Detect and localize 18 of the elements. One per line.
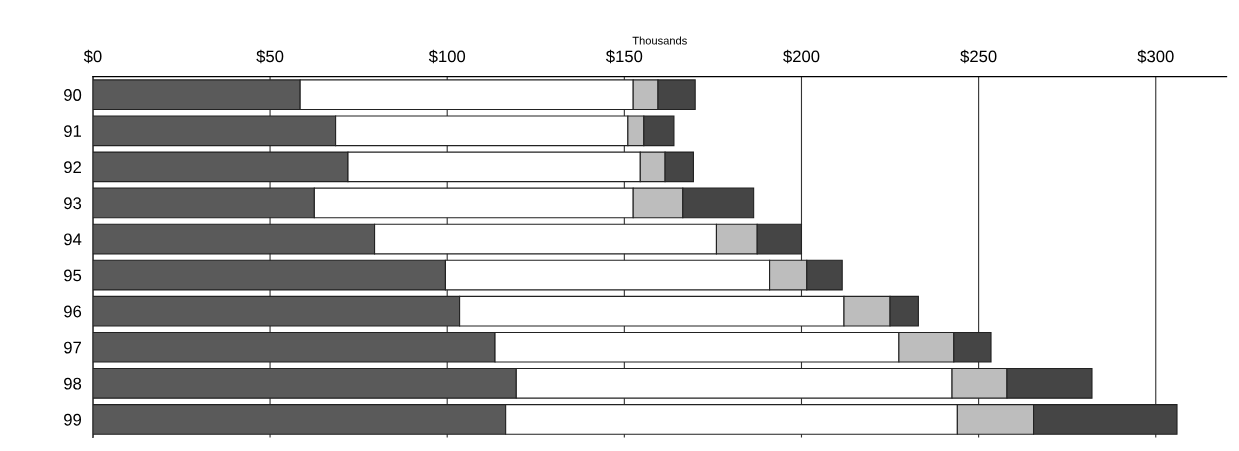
x-tick-label: $150 <box>605 49 643 64</box>
x-tick-label: $300 <box>1137 49 1174 64</box>
y-tick-label: 92 <box>64 161 81 174</box>
y-tick-label: 98 <box>64 377 82 390</box>
y-tick-label: 95 <box>64 269 82 282</box>
x-tick-label: $50 <box>256 49 284 64</box>
x-tick-label: $200 <box>783 49 820 64</box>
y-tick-label: 91 <box>64 125 81 137</box>
x-tick-label: $250 <box>960 49 997 64</box>
x-tick-label: $100 <box>428 49 466 64</box>
y-tick-label: 94 <box>64 233 82 246</box>
y-tick-label: 90 <box>64 89 82 101</box>
y-tick-label: 93 <box>64 197 82 210</box>
y-tick-label: 99 <box>64 413 82 426</box>
x-axis-title: Thousands <box>632 36 687 45</box>
y-tick-label: 96 <box>64 305 82 318</box>
x-tick-label: $0 <box>83 49 102 64</box>
y-tick-label: 97 <box>64 341 81 354</box>
